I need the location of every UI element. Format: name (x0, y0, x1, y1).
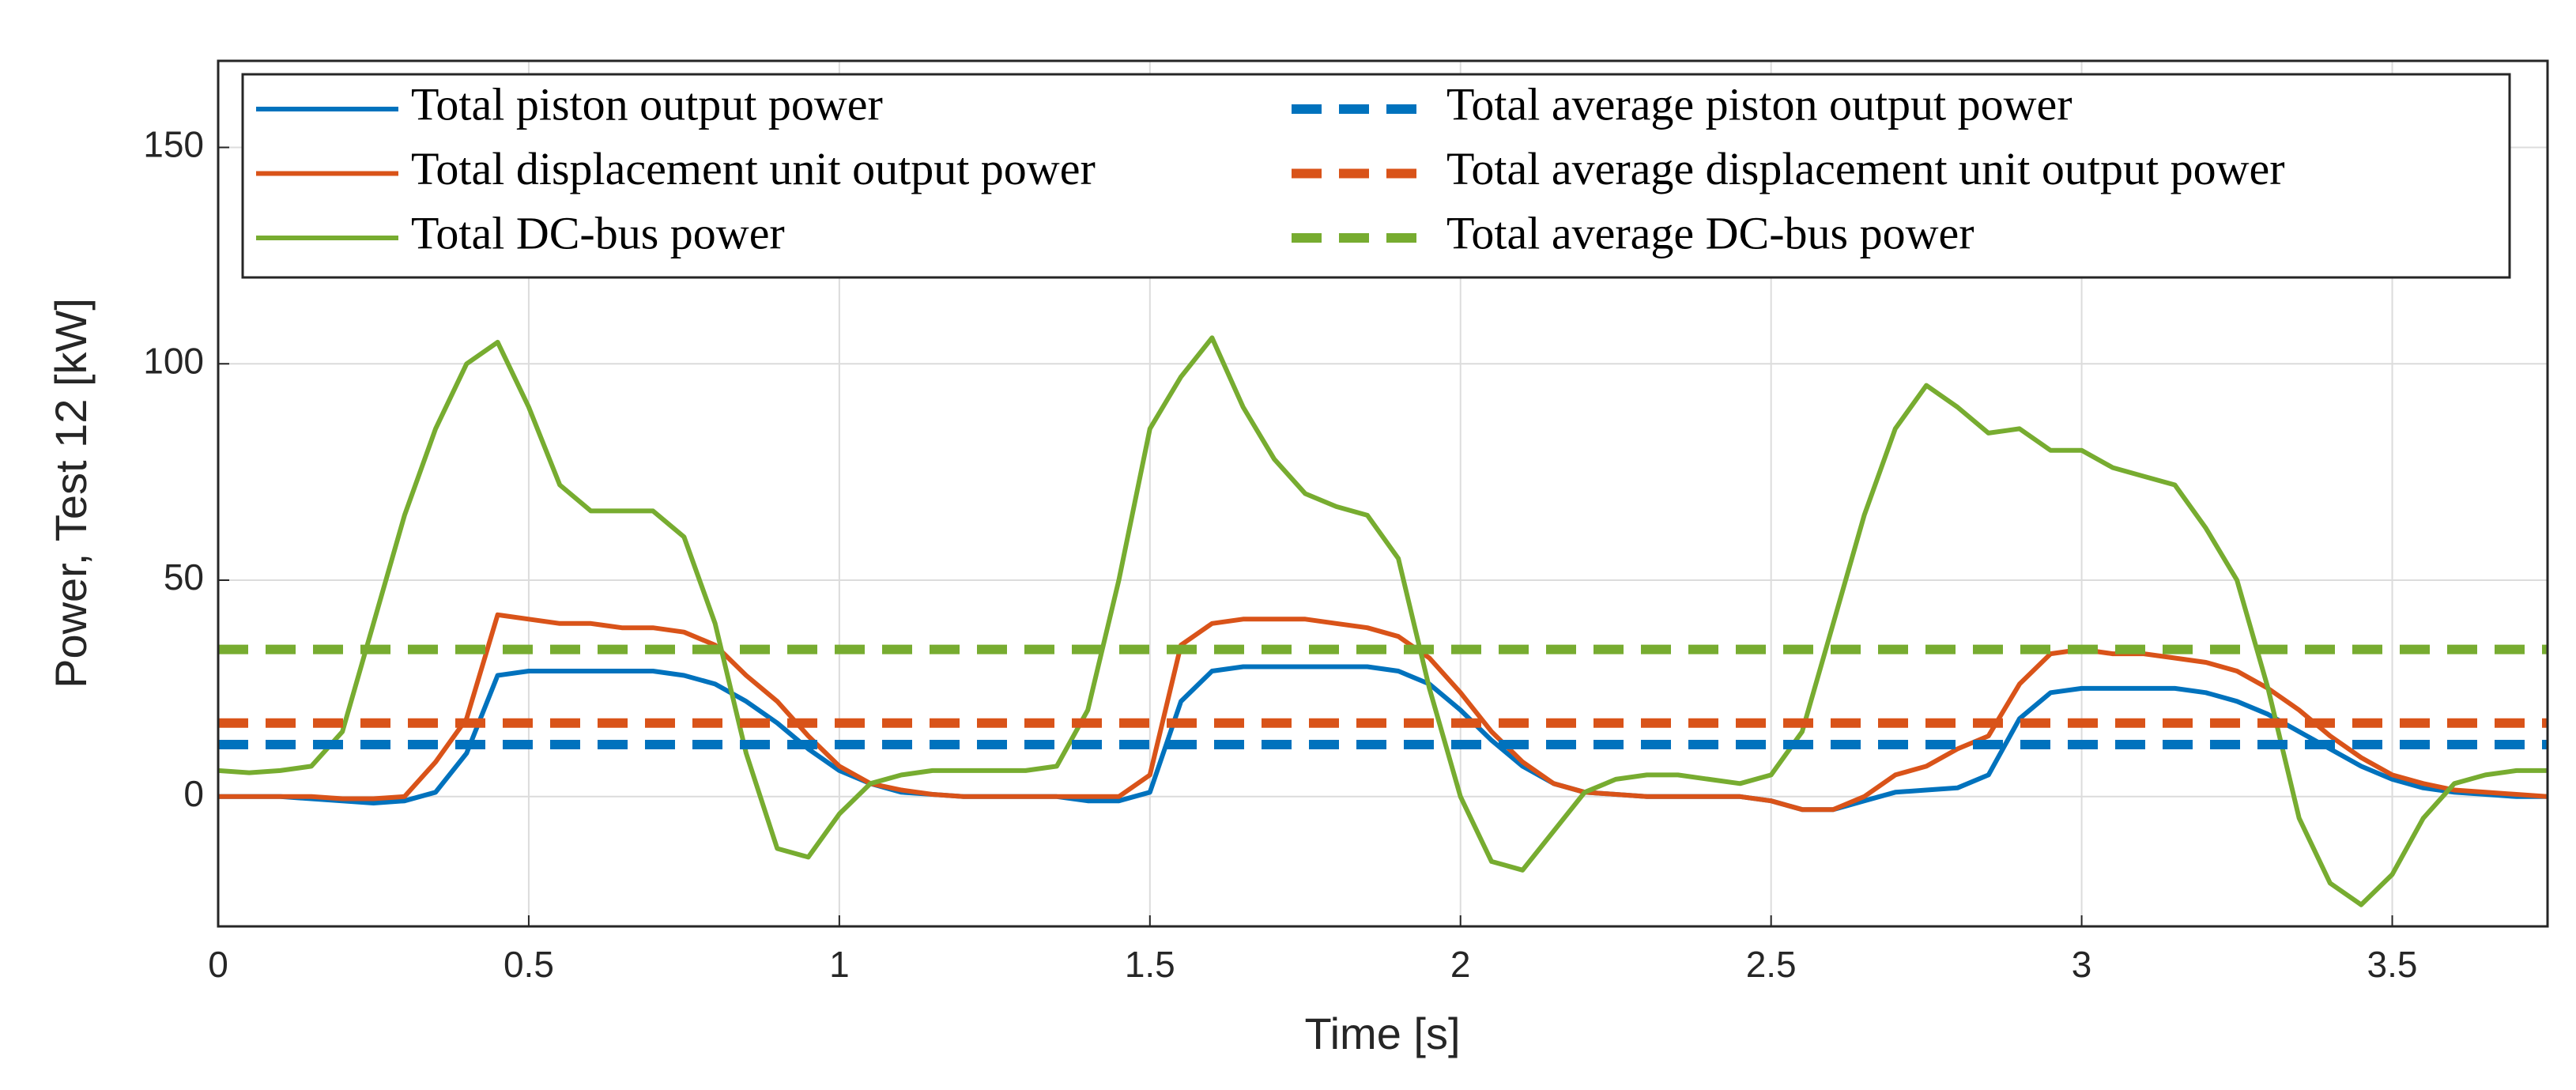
y-tick-label: 150 (143, 124, 204, 165)
series-line (218, 664, 2548, 813)
x-axis-label: Time [s] (1304, 1009, 1460, 1058)
y-axis-label: Power, Test 12 [kW] (46, 298, 96, 688)
legend-box (241, 73, 2511, 279)
legend-label: Total average DC-bus power (1446, 207, 1974, 258)
x-tick-label: 1.5 (1125, 944, 1175, 985)
legend-label: Total average displacement unit output p… (1446, 143, 2285, 194)
legend-label: Total average piston output power (1446, 78, 2072, 130)
axes-frame (217, 59, 2549, 928)
y-tick-label: 0 (183, 773, 204, 814)
x-tick-label: 2 (1450, 944, 1471, 985)
series-line (218, 612, 2548, 813)
x-tick-label: 0 (208, 944, 228, 985)
y-tick-label: 50 (164, 556, 204, 598)
legend-label: Total displacement unit output power (411, 143, 1096, 194)
y-tick-label: 100 (143, 340, 204, 381)
x-tick-label: 0.5 (504, 944, 554, 985)
x-tick-label: 2.5 (1746, 944, 1797, 985)
series-line (218, 335, 2548, 907)
x-tick-label: 1 (829, 944, 850, 985)
legend-label: Total piston output power (411, 78, 883, 130)
x-tick-label: 3.5 (2367, 944, 2418, 985)
legend-label: Total DC-bus power (411, 207, 785, 258)
x-tick-label: 3 (2072, 944, 2092, 985)
